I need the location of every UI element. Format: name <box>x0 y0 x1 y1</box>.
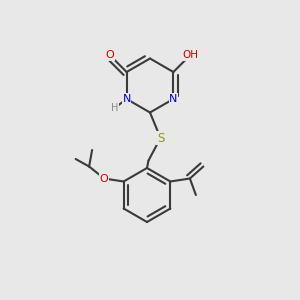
Text: S: S <box>157 131 164 145</box>
Text: O: O <box>106 50 115 61</box>
Text: O: O <box>100 173 109 184</box>
Text: N: N <box>122 94 131 104</box>
Text: H: H <box>111 103 118 113</box>
Text: N: N <box>169 94 178 104</box>
Text: OH: OH <box>182 50 198 61</box>
